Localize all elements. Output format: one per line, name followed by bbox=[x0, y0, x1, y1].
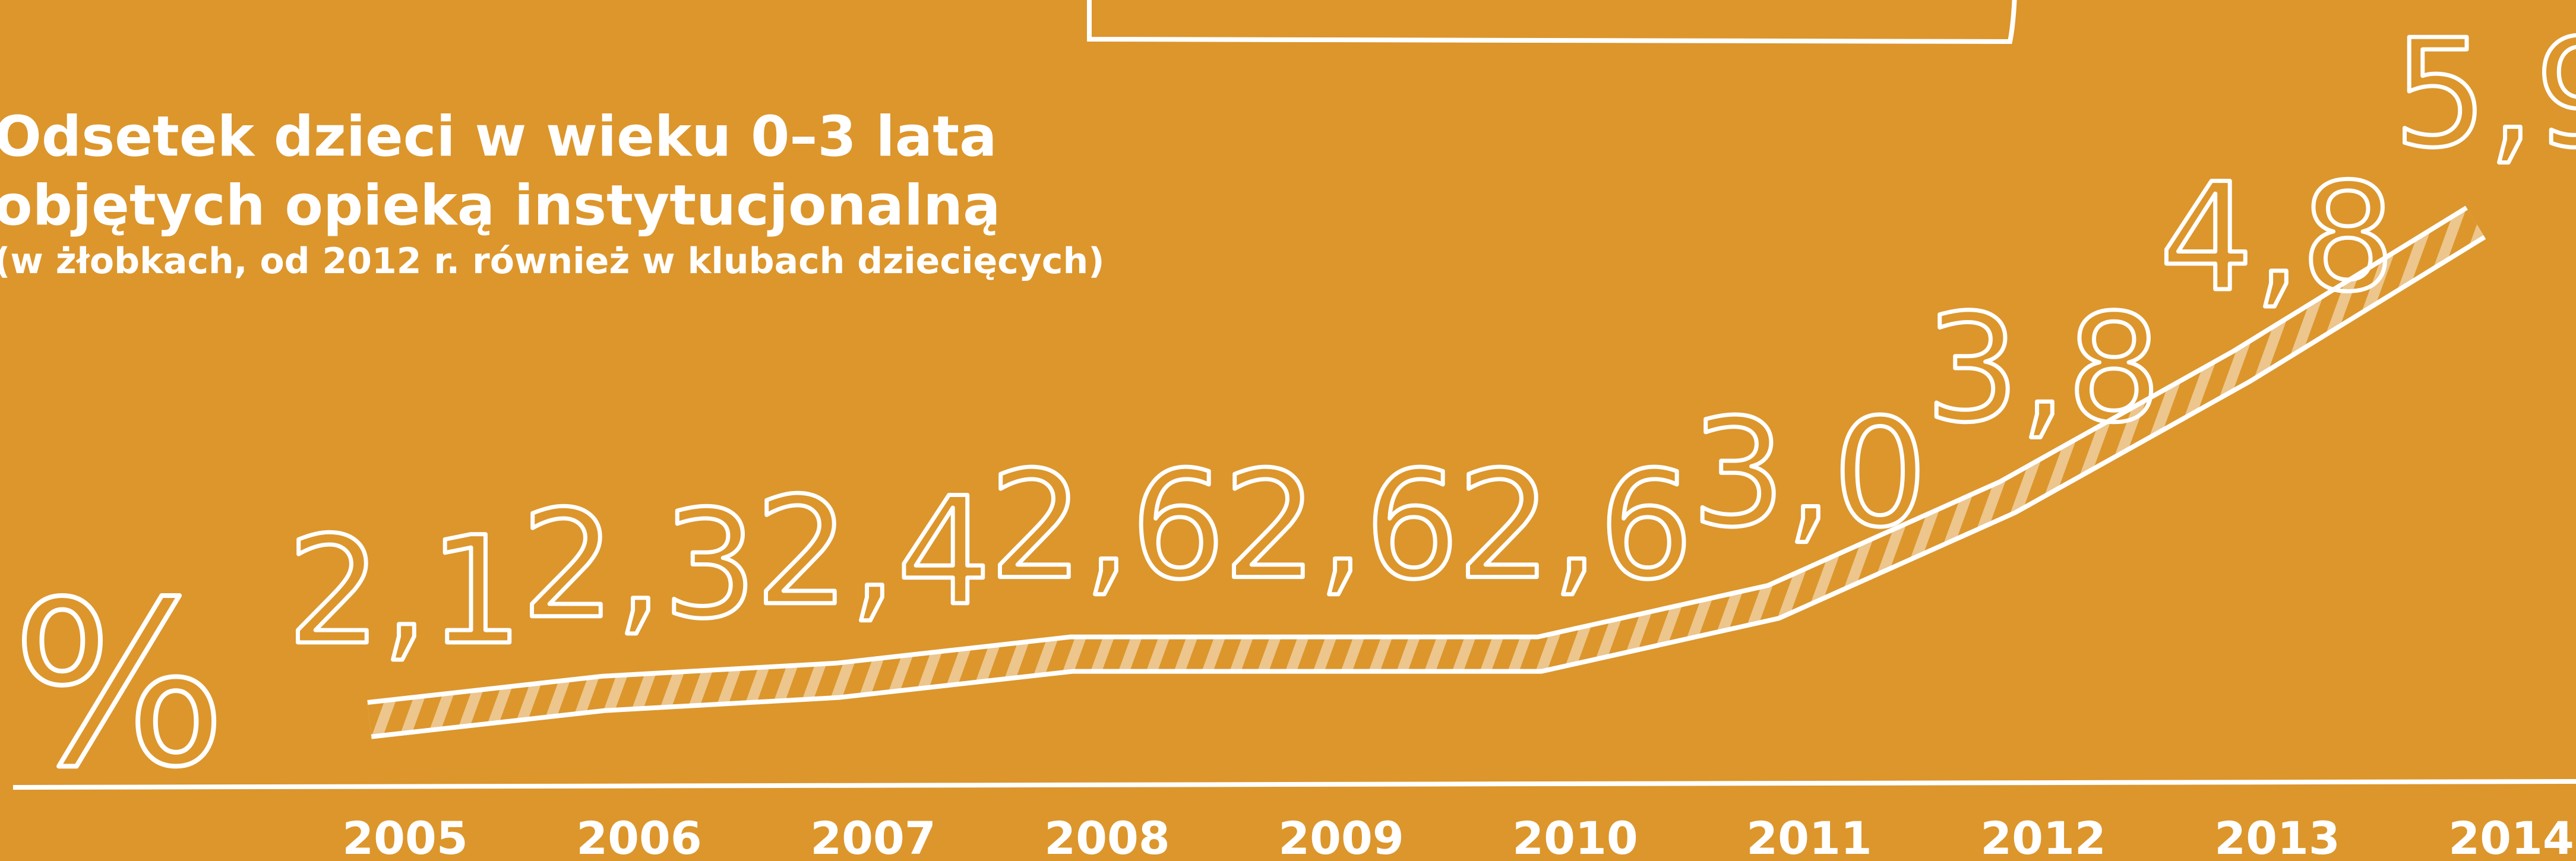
y-axis-label: % bbox=[12, 553, 226, 816]
x-tick-label: 2013 bbox=[2214, 812, 2340, 861]
value-label: 5,9 bbox=[2393, 8, 2576, 181]
value-label: 3,0 bbox=[1691, 387, 1927, 560]
chart-title: objętych opieką instytucjonalną bbox=[0, 173, 1001, 238]
x-tick-label: 2005 bbox=[342, 812, 468, 861]
x-tick-label: 2006 bbox=[576, 812, 702, 861]
x-tick-label: 2014 bbox=[2448, 812, 2574, 861]
chart-subtitle: (w żłobkach, od 2012 r. również w klubac… bbox=[0, 240, 1105, 282]
value-label: 2,4 bbox=[755, 466, 991, 638]
x-tick-label: 2009 bbox=[1278, 812, 1404, 861]
line-band-fill bbox=[368, 210, 2484, 735]
chart-title: Odsetek dzieci w wieku 0–3 lata bbox=[0, 105, 997, 169]
value-label: 2,3 bbox=[521, 479, 757, 651]
x-tick-label: 2007 bbox=[810, 812, 936, 861]
value-label: 3,8 bbox=[1925, 282, 2161, 455]
top-box bbox=[1087, 0, 2017, 45]
x-tick-label: 2012 bbox=[1980, 812, 2106, 861]
value-label: 2,1 bbox=[287, 505, 523, 678]
x-tick-label: 2008 bbox=[1044, 812, 1170, 861]
x-tick-label: 2011 bbox=[1746, 812, 1872, 861]
value-label: 2,6 bbox=[989, 439, 1225, 612]
value-label: 4,8 bbox=[2159, 151, 2395, 324]
value-label: 2,6 bbox=[1457, 439, 1693, 612]
x-axis-line bbox=[12, 779, 2576, 790]
x-tick-label: 2010 bbox=[1512, 812, 1638, 861]
value-label: 2,6 bbox=[1223, 439, 1459, 612]
